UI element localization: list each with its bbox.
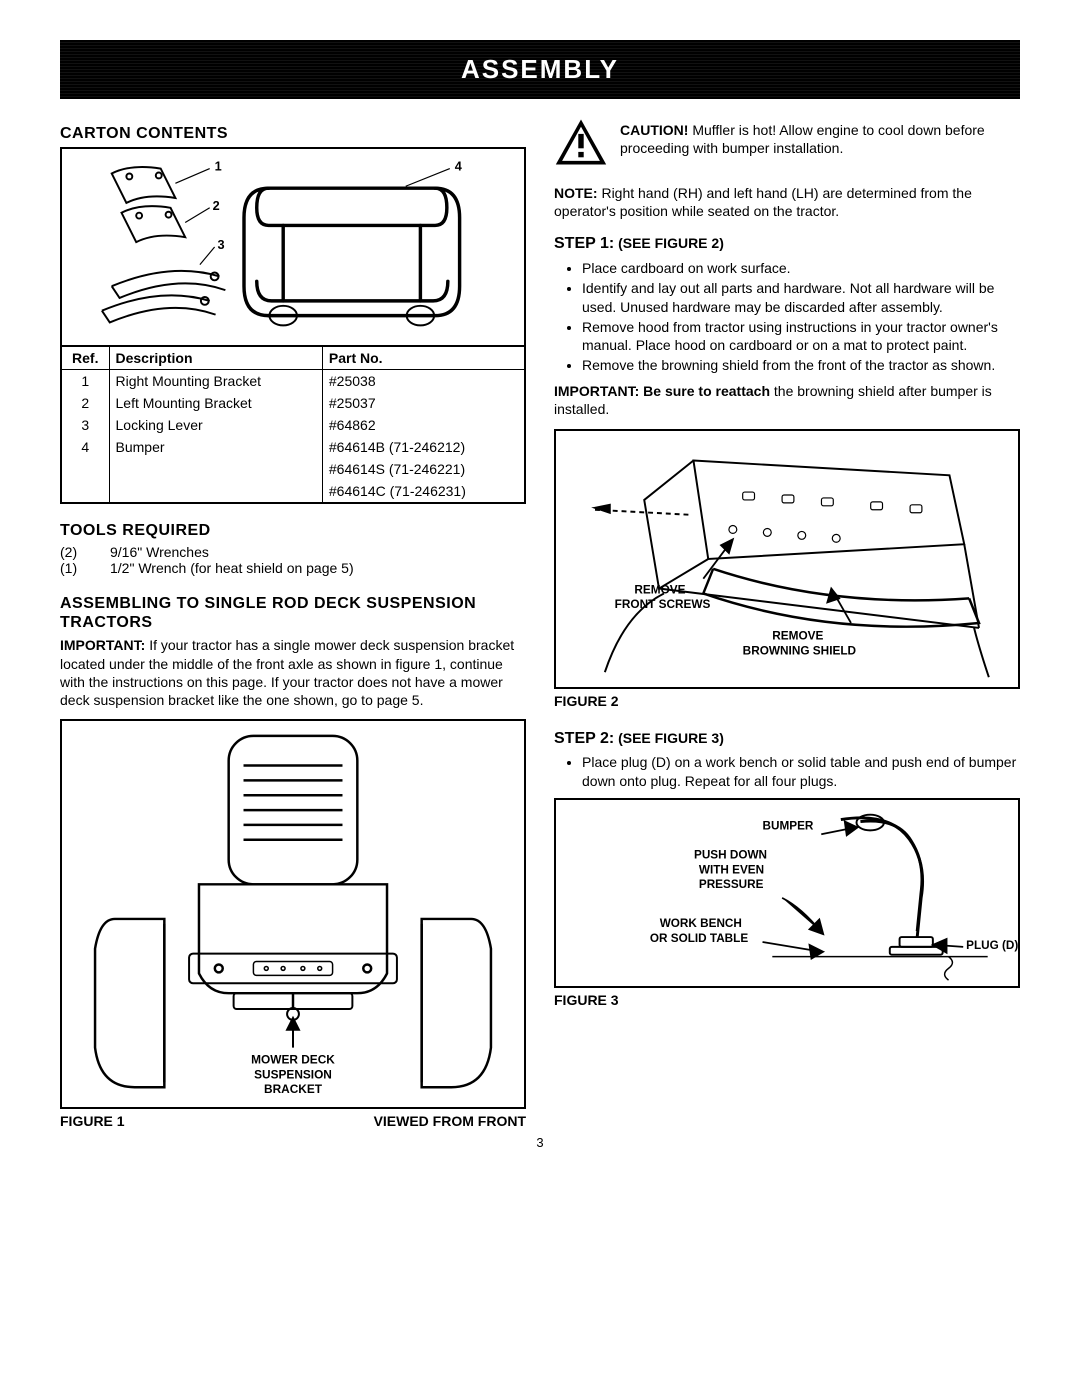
figure-2-box: REMOVE FRONT SCREWS REMOVE BROWNING SHIE…: [554, 429, 1020, 689]
step1-bullets: Place cardboard on work surface. Identif…: [554, 259, 1020, 374]
carton-item-3: 3: [218, 237, 225, 252]
page-number: 3: [60, 1135, 1020, 1150]
two-column-layout: CARTON CONTENTS: [60, 117, 1020, 1129]
figure-2-caption: FIGURE 2: [554, 693, 1020, 709]
table-row: #64614S (71-246221): [61, 458, 525, 480]
tool-item: (1)1/2" Wrench (for heat shield on page …: [60, 560, 526, 576]
fig1-label-1: MOWER DECK: [251, 1053, 335, 1067]
tools-heading: TOOLS REQUIRED: [60, 522, 526, 540]
table-row: 3Locking Lever#64862: [61, 414, 525, 436]
warning-icon: [554, 117, 608, 170]
caution-text: CAUTION! Muffler is hot! Allow engine to…: [620, 121, 1020, 157]
step2-bullets: Place plug (D) on a work bench or solid …: [554, 753, 1020, 789]
fig2-remove2a: REMOVE: [772, 628, 823, 642]
tools-list: (2)9/16" Wrenches (1)1/2" Wrench (for he…: [60, 544, 526, 576]
fig3-bench1: WORK BENCH: [660, 917, 742, 930]
fig1-label-2: SUSPENSION: [254, 1067, 332, 1081]
table-row: 2Left Mounting Bracket#25037: [61, 392, 525, 414]
fig2-remove1b: FRONT SCREWS: [615, 597, 711, 611]
fig2-remove1a: REMOVE: [634, 582, 685, 596]
carton-contents-svg: 1 2 3 4: [62, 149, 524, 345]
table-row: 1Right Mounting Bracket#25038: [61, 370, 525, 393]
assembling-heading: ASSEMBLING TO SINGLE ROD DECK SUSPENSION…: [60, 594, 526, 632]
col-desc: Description: [109, 346, 322, 370]
list-item: Place plug (D) on a work bench or solid …: [582, 753, 1020, 789]
figure-3-box: BUMPER PUSH DOWN WITH EVEN PRESSURE WORK…: [554, 798, 1020, 988]
table-row: #64614C (71-246231): [61, 480, 525, 503]
list-item: Remove the browning shield from the fron…: [582, 356, 1020, 374]
assembling-important: IMPORTANT: If your tractor has a single …: [60, 636, 526, 709]
carton-contents-heading: CARTON CONTENTS: [60, 125, 526, 143]
carton-contents-figure: 1 2 3 4: [60, 147, 526, 347]
fig3-push1: PUSH DOWN: [694, 849, 767, 862]
carton-item-4: 4: [455, 159, 463, 174]
table-row: 4Bumper#64614B (71-246212): [61, 436, 525, 458]
figure-1-caption: FIGURE 1 VIEWED FROM FRONT: [60, 1113, 526, 1129]
carton-item-1: 1: [215, 159, 222, 174]
figure-1-box: MOWER DECK SUSPENSION BRACKET: [60, 719, 526, 1109]
note-text: NOTE: Right hand (RH) and left hand (LH)…: [554, 184, 1020, 220]
step2-heading: STEP 2: (SEE FIGURE 3): [554, 729, 1020, 750]
caution-block: CAUTION! Muffler is hot! Allow engine to…: [554, 117, 1020, 170]
list-item: Remove hood from tractor using instructi…: [582, 318, 1020, 354]
list-item: Identify and lay out all parts and hardw…: [582, 279, 1020, 315]
fig3-push2: WITH EVEN: [699, 863, 764, 876]
figure-1-svg: MOWER DECK SUSPENSION BRACKET: [62, 721, 524, 1107]
carton-item-2: 2: [213, 198, 220, 213]
fig3-push3: PRESSURE: [699, 878, 764, 891]
step1-important: IMPORTANT: Be sure to reattach the brown…: [554, 382, 1020, 418]
parts-table: Ref. Description Part No. 1Right Mountin…: [60, 345, 526, 504]
figure-2-svg: REMOVE FRONT SCREWS REMOVE BROWNING SHIE…: [556, 431, 1018, 687]
fig3-plug: PLUG (D): [966, 939, 1018, 952]
fig3-bench2: OR SOLID TABLE: [650, 932, 748, 945]
left-column: CARTON CONTENTS: [60, 117, 526, 1129]
col-ref: Ref.: [61, 346, 109, 370]
fig3-bumper: BUMPER: [763, 819, 814, 832]
col-part: Part No.: [322, 346, 525, 370]
fig2-remove2b: BROWNING SHIELD: [743, 643, 857, 657]
step1-heading: STEP 1: (SEE FIGURE 2): [554, 234, 1020, 255]
right-column: CAUTION! Muffler is hot! Allow engine to…: [554, 117, 1020, 1129]
fig1-label-3: BRACKET: [264, 1082, 323, 1096]
list-item: Place cardboard on work surface.: [582, 259, 1020, 277]
figure-3-svg: BUMPER PUSH DOWN WITH EVEN PRESSURE WORK…: [556, 800, 1018, 986]
section-header: ASSEMBLY: [60, 40, 1020, 99]
tool-item: (2)9/16" Wrenches: [60, 544, 526, 560]
figure-3-caption: FIGURE 3: [554, 992, 1020, 1008]
